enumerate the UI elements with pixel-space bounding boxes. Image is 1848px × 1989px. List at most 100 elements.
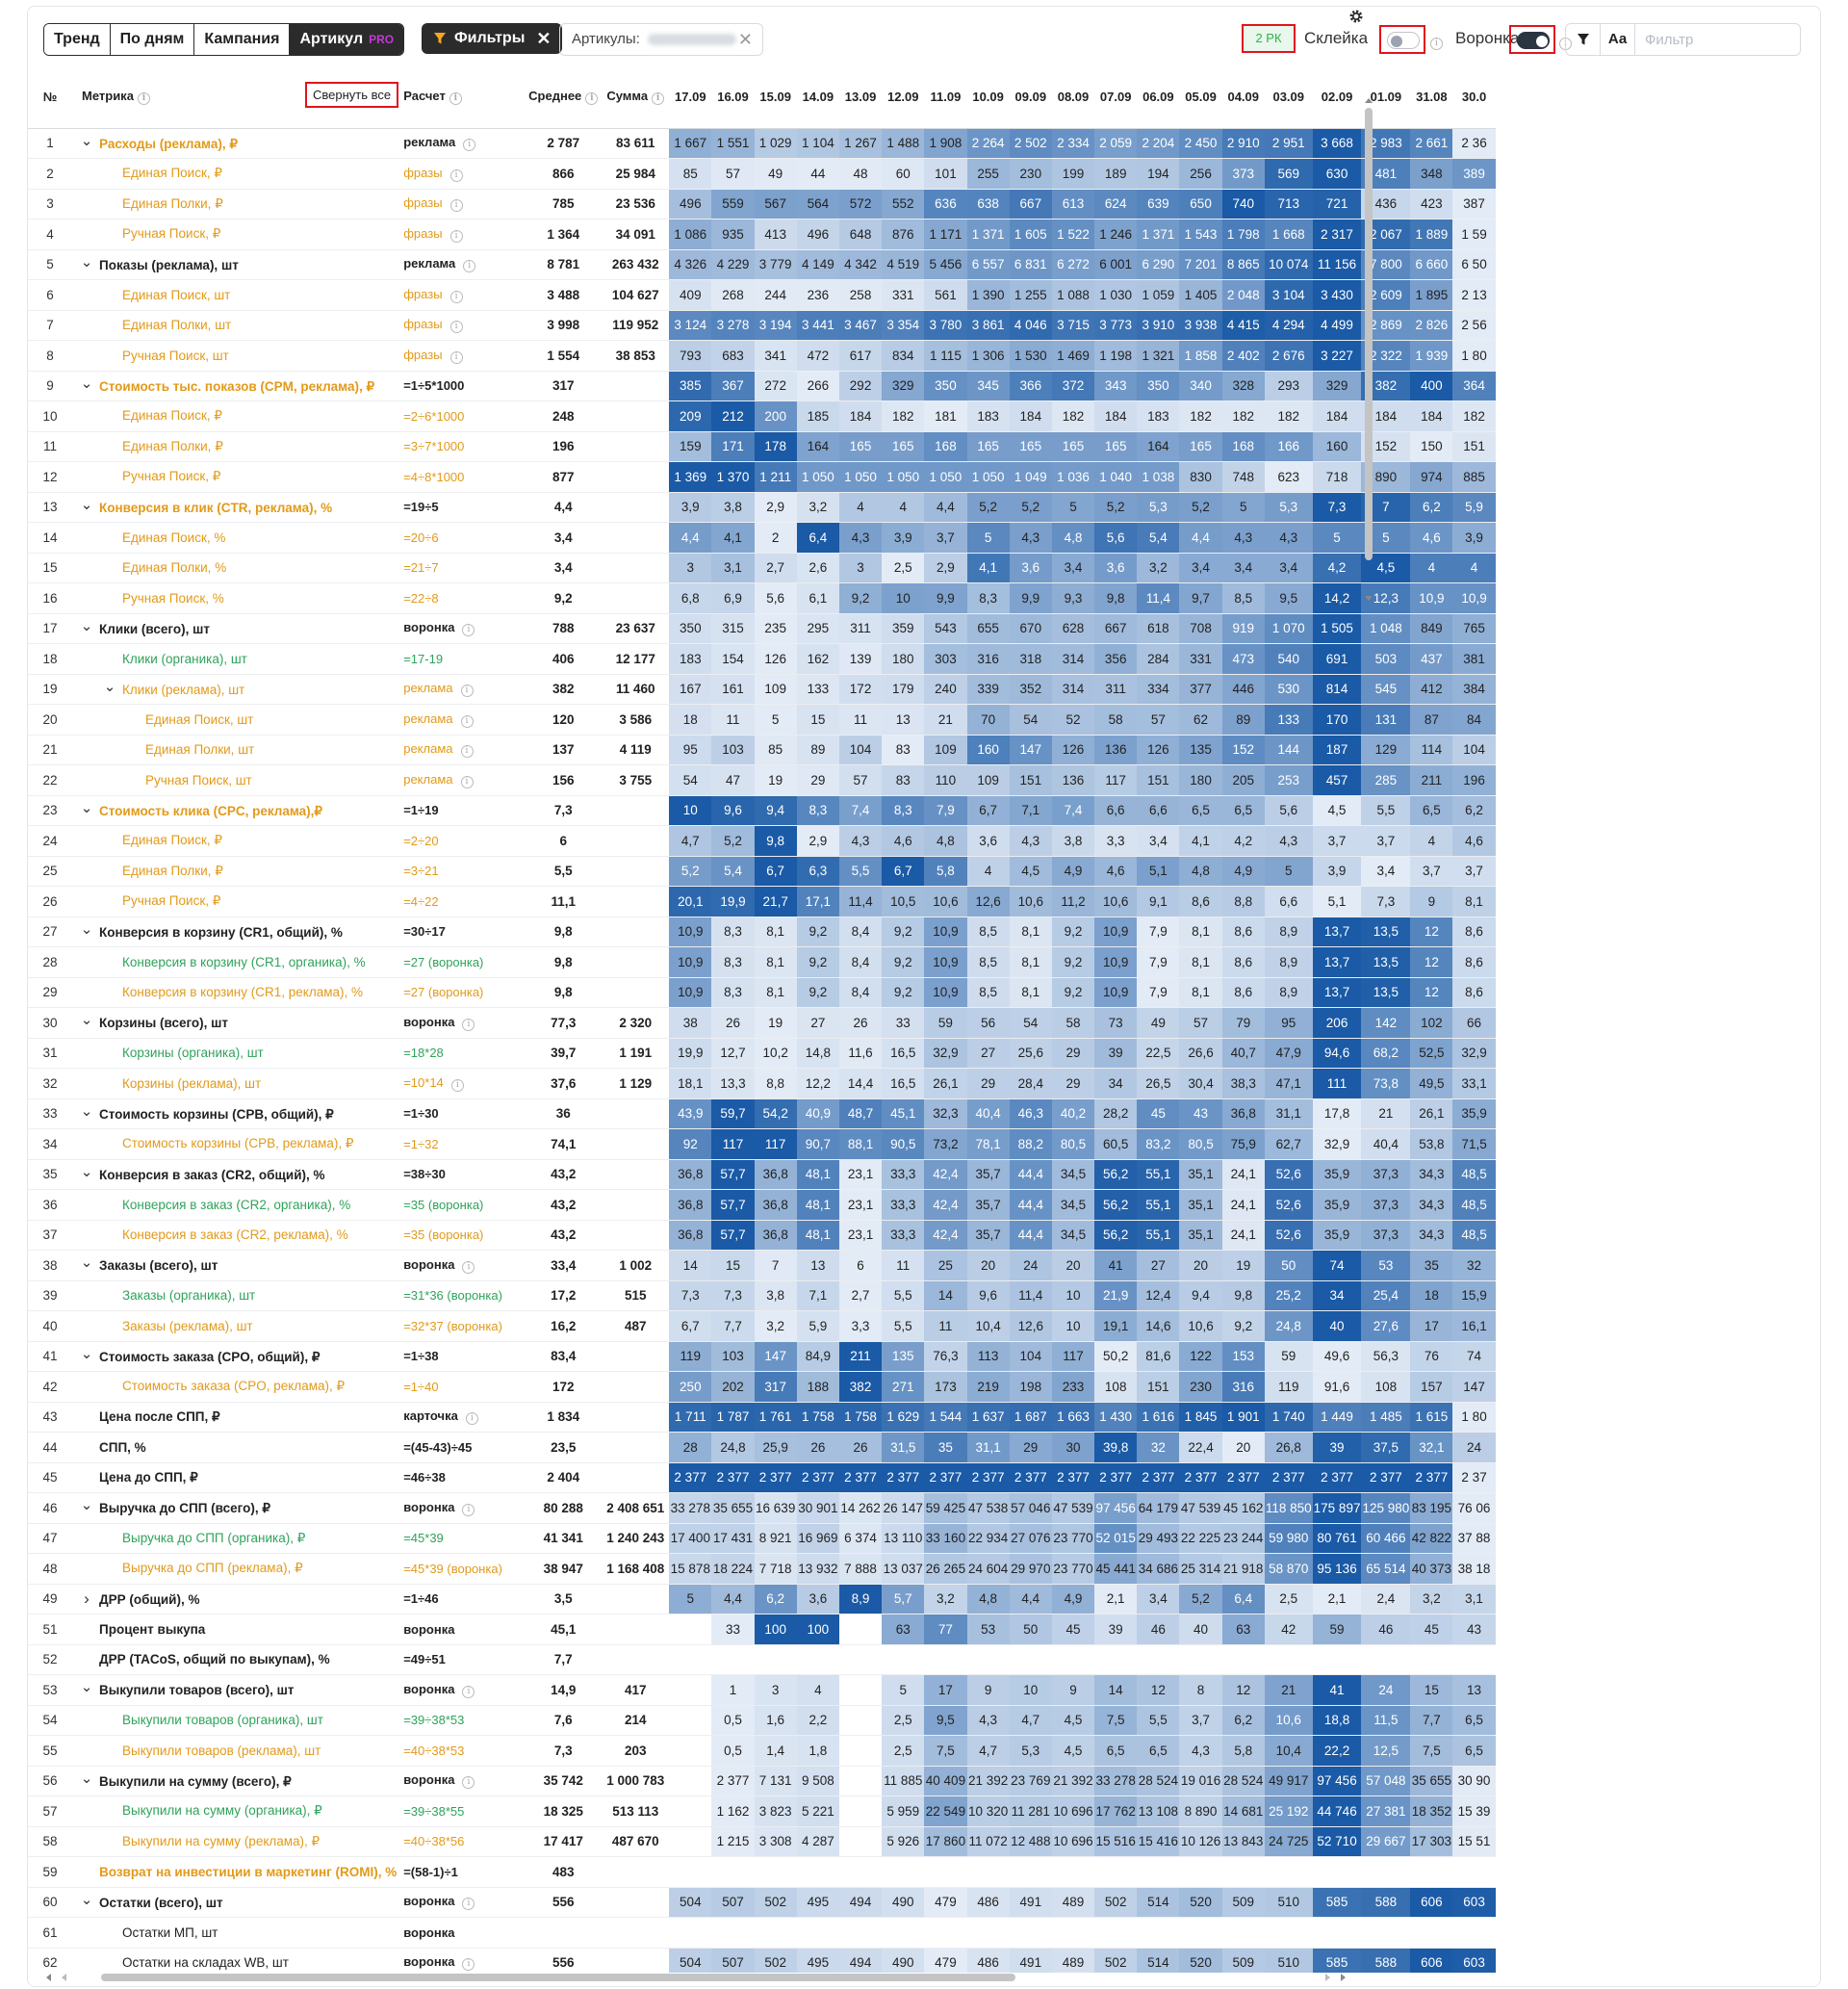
value-cell[interactable]: 7 131	[754, 1766, 797, 1796]
value-cell[interactable]: 173	[924, 1371, 967, 1403]
value-cell[interactable]: 16,5	[882, 1038, 925, 1069]
value-cell[interactable]: 10,9	[1452, 582, 1496, 614]
value-cell[interactable]: 165	[1179, 431, 1222, 462]
value-cell[interactable]: 3 278	[711, 310, 755, 341]
value-cell[interactable]: 15 416	[1137, 1826, 1180, 1857]
value-cell[interactable]: 44,4	[1009, 1220, 1052, 1251]
value-cell[interactable]: 1 551	[711, 128, 755, 159]
value-cell[interactable]: 15 878	[669, 1553, 712, 1585]
value-cell[interactable]: 9,2	[796, 946, 839, 978]
value-cell[interactable]: 667	[1009, 189, 1052, 220]
value-cell[interactable]: 486	[966, 1887, 1010, 1918]
value-cell[interactable]: 43	[1179, 1098, 1222, 1129]
value-cell[interactable]: 366	[1009, 371, 1052, 401]
value-cell[interactable]: 41	[1312, 1674, 1362, 1706]
value-cell[interactable]: 9,4	[1179, 1280, 1222, 1311]
value-cell[interactable]: 4 415	[1221, 310, 1265, 341]
value-cell[interactable]: 352	[1009, 674, 1052, 705]
value-cell[interactable]: 268	[711, 279, 755, 311]
value-cell[interactable]: 52 015	[1094, 1523, 1138, 1554]
value-cell[interactable]: 58	[1094, 704, 1138, 736]
value-cell[interactable]: 18	[1410, 1280, 1453, 1311]
value-cell[interactable]: 3 354	[882, 310, 925, 341]
value-cell[interactable]: 165	[882, 431, 925, 462]
value-cell[interactable]: 6,5	[1452, 1705, 1496, 1736]
value-cell[interactable]: 1 485	[1361, 1402, 1411, 1433]
value-cell[interactable]: 97 456	[1312, 1766, 1362, 1796]
value-cell[interactable]: 6,2	[1452, 795, 1496, 826]
value-cell[interactable]: 618	[1137, 613, 1180, 644]
value-cell[interactable]: 1 798	[1221, 219, 1265, 250]
value-cell[interactable]: 292	[838, 371, 883, 401]
value-cell[interactable]: 4,5	[1009, 856, 1052, 887]
value-cell[interactable]: 117	[1051, 1341, 1095, 1372]
value-cell[interactable]	[669, 1856, 712, 1888]
value-cell[interactable]: 935	[711, 219, 755, 250]
value-cell[interactable]: 6 557	[966, 249, 1010, 280]
value-cell[interactable]: 4	[1410, 825, 1453, 857]
value-cell[interactable]: 6 50	[1452, 249, 1496, 280]
value-cell[interactable]	[669, 1735, 712, 1767]
value-cell[interactable]: 19	[754, 764, 797, 796]
value-cell[interactable]: 3 910	[1137, 310, 1180, 341]
value-cell[interactable]: 31,5	[882, 1432, 925, 1463]
value-cell[interactable]: 18 224	[711, 1553, 755, 1585]
value-cell[interactable]: 7 718	[754, 1553, 797, 1585]
value-cell[interactable]: 8,5	[966, 917, 1010, 947]
value-cell[interactable]: 184	[1094, 400, 1138, 432]
value-cell[interactable]: 182	[1221, 400, 1265, 432]
value-cell[interactable]: 271	[882, 1371, 925, 1403]
value-cell[interactable]: 765	[1452, 613, 1496, 644]
value-cell[interactable]	[669, 1917, 712, 1949]
value-cell[interactable]: 510	[1264, 1887, 1313, 1918]
value-cell[interactable]: 486	[966, 1948, 1010, 1973]
value-cell[interactable]: 502	[1094, 1887, 1138, 1918]
value-cell[interactable]: 0,5	[711, 1705, 755, 1736]
value-cell[interactable]: 6,6	[1094, 795, 1138, 826]
value-cell[interactable]	[711, 1856, 755, 1888]
value-cell[interactable]: 655	[966, 613, 1010, 644]
value-cell[interactable]: 5,2	[711, 825, 755, 857]
value-cell[interactable]	[1361, 1856, 1411, 1888]
value-cell[interactable]: 1 371	[1137, 219, 1180, 250]
value-cell[interactable]: 3,2	[1137, 553, 1180, 583]
value-cell[interactable]: 4,8	[1051, 522, 1095, 554]
value-cell[interactable]: 630	[1312, 158, 1362, 190]
value-cell[interactable]: 151	[1452, 431, 1496, 462]
chevron-right-icon[interactable]: ›	[84, 1589, 90, 1608]
value-cell[interactable]	[882, 1917, 925, 1949]
value-cell[interactable]	[1009, 1856, 1052, 1888]
value-cell[interactable]	[1137, 1856, 1180, 1888]
value-cell[interactable]: 205	[1221, 764, 1265, 796]
value-cell[interactable]: 159	[669, 431, 712, 462]
value-cell[interactable]: 34,5	[1051, 1159, 1095, 1190]
value-cell[interactable]: 17,8	[1312, 1098, 1362, 1129]
value-cell[interactable]: 8,1	[754, 977, 797, 1008]
value-cell[interactable]: 5,7	[882, 1584, 925, 1614]
value-cell[interactable]: 1 80	[1452, 340, 1496, 372]
value-cell[interactable]: 10 696	[1051, 1826, 1095, 1857]
value-cell[interactable]: 446	[1221, 674, 1265, 705]
value-cell[interactable]: 13	[796, 1250, 839, 1281]
value-cell[interactable]: 199	[1051, 158, 1095, 190]
value-cell[interactable]: 4,7	[669, 825, 712, 857]
value-cell[interactable]: 184	[838, 400, 883, 432]
value-cell[interactable]: 57,7	[711, 1220, 755, 1251]
value-cell[interactable]: 52,5	[1410, 1038, 1453, 1069]
value-cell[interactable]: 10,6	[1264, 1705, 1313, 1736]
value-cell[interactable]: 606	[1410, 1887, 1453, 1918]
value-cell[interactable]: 2 951	[1264, 128, 1313, 159]
value-cell[interactable]: 9,2	[882, 977, 925, 1008]
value-cell[interactable]: 139	[838, 643, 883, 675]
value-cell[interactable]: 3 823	[754, 1795, 797, 1827]
value-cell[interactable]: 6,3	[796, 856, 839, 887]
value-cell[interactable]: 1 469	[1051, 340, 1095, 372]
value-cell[interactable]: 6,6	[1264, 886, 1313, 917]
chevron-down-icon[interactable]: ⌄	[80, 132, 93, 149]
value-cell[interactable]: 39	[1312, 1432, 1362, 1463]
value-cell[interactable]: 52,6	[1264, 1220, 1313, 1251]
value-cell[interactable]: 382	[838, 1371, 883, 1403]
value-cell[interactable]: 2,1	[1094, 1584, 1138, 1614]
value-cell[interactable]: 206	[1312, 1007, 1362, 1039]
value-cell[interactable]: 1 761	[754, 1402, 797, 1433]
